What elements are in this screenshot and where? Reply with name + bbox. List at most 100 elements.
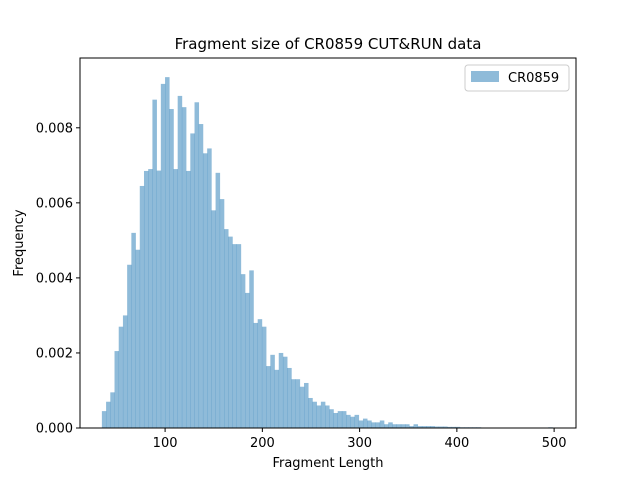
histogram-bar: [417, 426, 423, 428]
histogram-bar: [405, 424, 410, 428]
histogram-bar: [224, 229, 229, 428]
x-axis: 100 200 300 400 500: [153, 428, 567, 451]
x-tick-label: 400: [444, 436, 469, 451]
histogram-bar: [202, 153, 208, 428]
x-tick-label: 200: [250, 436, 275, 451]
y-tick-label: 0.006: [36, 196, 73, 211]
histogram-bar: [455, 426, 461, 428]
x-axis-label: Fragment Length: [272, 456, 383, 471]
histogram-bar: [384, 424, 389, 428]
histogram-bar: [287, 367, 292, 428]
histogram-bar: [341, 411, 347, 428]
histogram-bar: [110, 392, 115, 428]
y-tick-label: 0.008: [36, 121, 73, 136]
histogram-bar: [245, 292, 250, 428]
histogram-bar: [131, 232, 136, 428]
histogram-bar: [122, 315, 128, 428]
histogram-bar: [295, 379, 301, 428]
histogram-bar: [181, 107, 187, 428]
histogram-bar: [299, 386, 305, 428]
histogram-bar: [400, 424, 406, 428]
histogram-bar: [198, 124, 204, 428]
histogram-bar: [127, 264, 132, 428]
histogram-bar: [249, 270, 254, 428]
histogram-bar: [152, 99, 157, 429]
histogram-bar: [118, 326, 124, 428]
histogram-bar: [253, 322, 258, 428]
histogram-bar: [337, 411, 343, 428]
histogram-bar: [240, 274, 246, 428]
histogram-bar: [215, 172, 221, 428]
histogram-bar: [177, 95, 183, 429]
histogram-bar: [143, 170, 149, 428]
x-tick-label: 100: [153, 436, 178, 451]
histogram-bar: [257, 319, 263, 428]
histogram-bar: [413, 424, 419, 428]
histogram-bar: [160, 83, 166, 428]
y-tick-label: 0.004: [36, 271, 73, 286]
plot-frame: [79, 57, 577, 429]
legend-swatch: [471, 71, 499, 82]
bars-group: [101, 77, 557, 429]
histogram-bar: [261, 326, 267, 428]
histogram-bar: [232, 244, 237, 428]
histogram-bar: [266, 366, 271, 428]
histogram-bar: [106, 401, 111, 428]
histogram-bar: [392, 424, 397, 428]
histogram-bar: [438, 426, 444, 428]
legend-label: CR0859: [508, 71, 559, 86]
histogram-bar: [274, 369, 280, 428]
histogram-bar: [139, 185, 145, 428]
histogram-bar: [409, 426, 414, 428]
histogram-bar: [421, 426, 427, 428]
histogram-bar: [329, 409, 334, 428]
histogram-bar: [316, 405, 322, 428]
x-tick-label: 300: [347, 436, 372, 451]
histogram-bar: [379, 420, 385, 428]
histogram-bar: [211, 210, 216, 428]
histogram-bar: [207, 148, 212, 428]
histogram-bar: [236, 244, 242, 428]
histogram-bar: [362, 418, 368, 428]
histogram-bar: [396, 424, 402, 428]
histogram-bar: [165, 77, 170, 428]
histogram-bar: [308, 397, 313, 428]
histogram-bar: [430, 426, 435, 428]
histogram-bar: [173, 169, 178, 428]
histogram-bar: [135, 249, 141, 428]
x-tick-label: 500: [542, 436, 567, 451]
histogram-bar: [114, 351, 120, 428]
legend: CR0859: [464, 64, 570, 92]
histogram-bar: [186, 170, 191, 428]
histogram-bar: [447, 426, 452, 428]
histogram-bar: [371, 422, 376, 428]
chart-title: Fragment size of CR0859 CUT&RUN data: [175, 35, 482, 53]
histogram-bar: [354, 414, 360, 428]
histogram-bar: [282, 356, 288, 428]
histogram-bar: [312, 401, 317, 428]
histogram-bar: [388, 422, 393, 428]
histogram-bar: [325, 405, 330, 428]
histogram-bar: [148, 169, 153, 428]
histogram-bar: [228, 236, 233, 428]
histogram-bar: [451, 426, 456, 428]
histogram-bar: [442, 426, 448, 428]
histogram-bar: [219, 199, 225, 428]
histogram-bar: [304, 382, 309, 428]
histogram-bar: [375, 422, 381, 428]
histogram-bar: [194, 102, 200, 428]
histogram-bar: [156, 170, 162, 428]
histogram-bar: [291, 379, 296, 428]
y-tick-label: 0.000: [36, 422, 73, 437]
histogram-bar: [367, 420, 372, 428]
histogram-bar: [350, 416, 355, 428]
y-axis: 0.000 0.002 0.004 0.006 0.008: [36, 121, 80, 437]
y-axis-label: Frequency: [12, 209, 27, 276]
y-tick-label: 0.002: [36, 346, 73, 361]
histogram-bar: [426, 426, 431, 428]
histogram-bar: [270, 354, 275, 428]
histogram-bar: [434, 426, 440, 428]
histogram-bar: [333, 412, 338, 428]
histogram-bar: [278, 352, 284, 428]
